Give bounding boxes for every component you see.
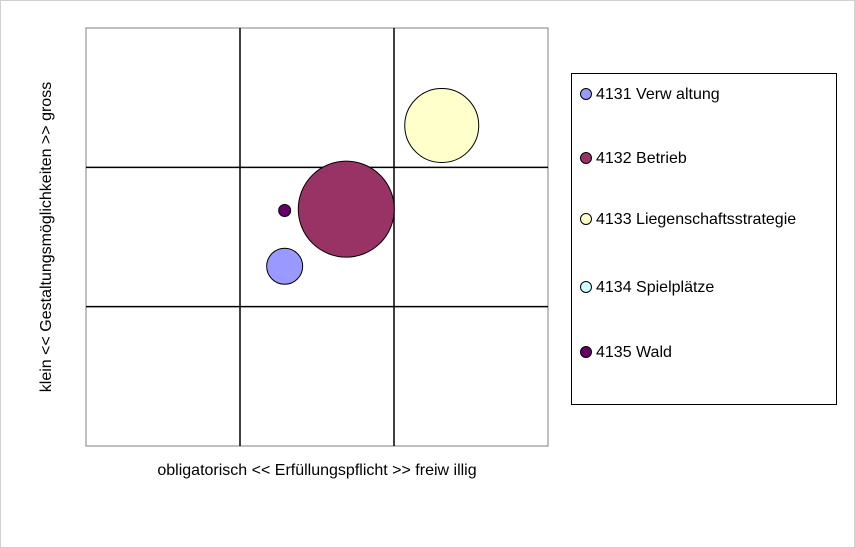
legend-marker [580, 152, 592, 164]
legend-label: 4131 Verw altung [596, 86, 720, 103]
legend-item: 4132 Betrieb [578, 146, 851, 171]
legend-marker [580, 346, 592, 358]
bubble [266, 247, 304, 285]
legend-marker [580, 281, 592, 293]
legend-label: 4135 Wald [596, 344, 672, 361]
legend-item: 4133 Liegenschaftsstrategie [578, 207, 851, 232]
legend: 4131 Verw altung 4132 Betrieb 4133 Liegens… [571, 73, 837, 405]
bubble [278, 204, 292, 218]
legend-label: 4133 Liegenschaftsstrategie [596, 211, 797, 228]
legend-label: 4132 Betrieb [596, 150, 687, 167]
bubble [297, 160, 395, 258]
legend-item: 4135 Wald [578, 340, 851, 365]
legend-item: 4134 Spielplätze [578, 275, 851, 300]
legend-label: 4134 Spielplätze [596, 279, 715, 296]
bubble [404, 88, 480, 164]
y-axis-label: klein << Gestaltungsmöglichkeiten >> gro… [38, 82, 55, 392]
x-axis-label: obligatorisch << Erfüllungspflicht >> fr… [157, 462, 477, 479]
legend-marker [580, 213, 592, 225]
legend-marker [580, 88, 592, 100]
legend-item: 4131 Verw altung [578, 82, 851, 107]
